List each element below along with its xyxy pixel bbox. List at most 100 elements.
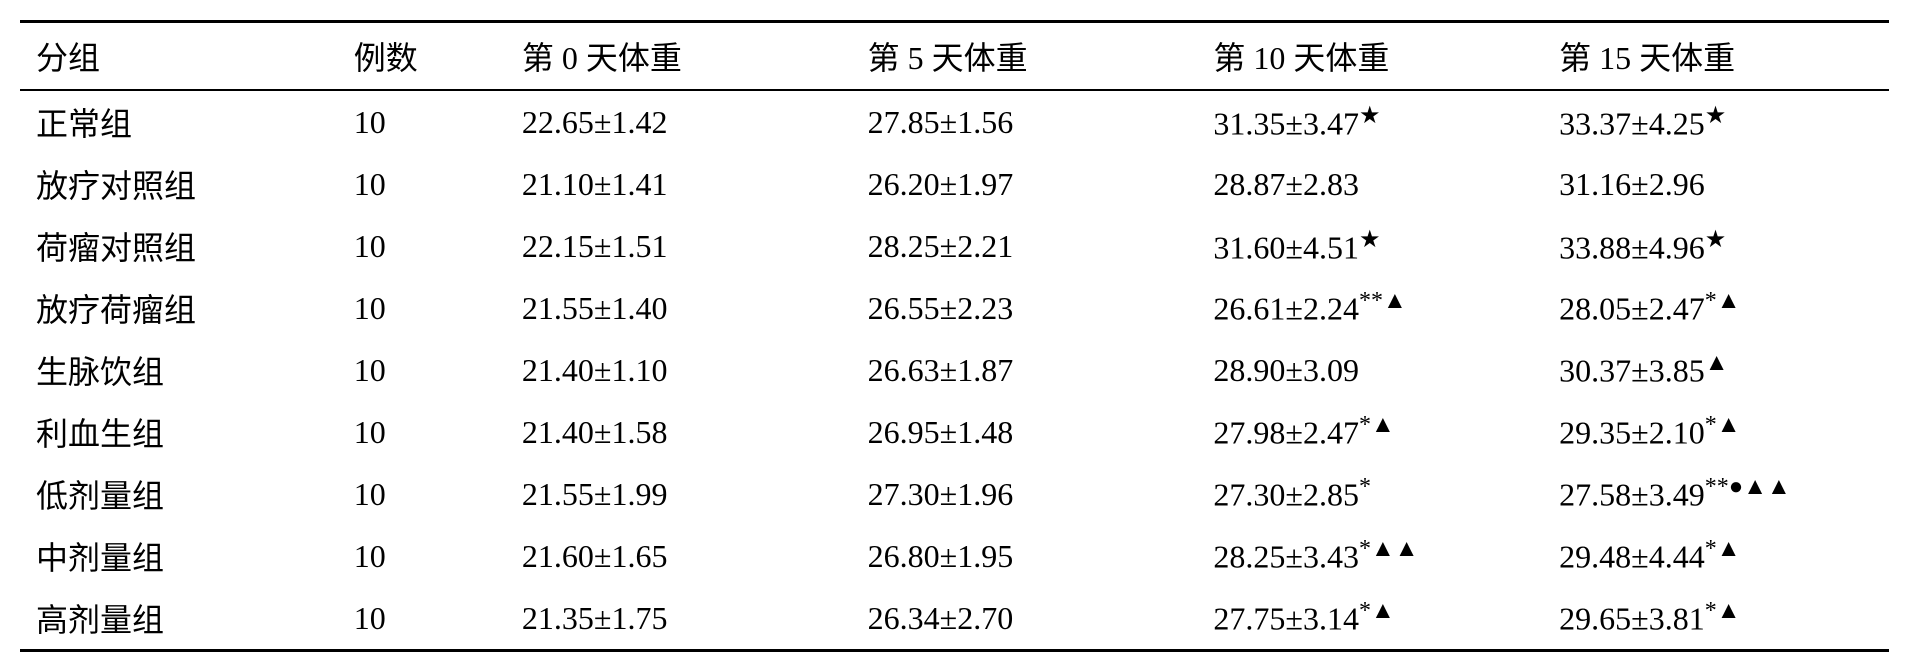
- cell-day0: 21.40±1.10: [506, 339, 852, 401]
- cell-day15: 30.37±3.85▲: [1543, 339, 1889, 401]
- cell-value: 21.55±1.40: [522, 290, 668, 326]
- table-row: 放疗对照组1021.10±1.41 26.20±1.97 28.87±2.83 31.…: [20, 153, 1889, 215]
- cell-day5: 26.55±2.23: [852, 277, 1198, 339]
- cell-day0: 22.15±1.51: [506, 215, 852, 277]
- cell-value: 30.37±3.85: [1559, 353, 1705, 389]
- cell-value: 21.60±1.65: [522, 538, 668, 574]
- header-count: 例数: [338, 22, 506, 91]
- cell-count: 10: [338, 277, 506, 339]
- cell-day5: 26.95±1.48: [852, 401, 1198, 463]
- significance-marker: ★: [1705, 103, 1727, 129]
- cell-group: 利血生组: [20, 401, 338, 463]
- significance-marker: *▲▲: [1359, 536, 1419, 562]
- cell-day0: 21.40±1.58: [506, 401, 852, 463]
- cell-value: 27.30±2.85: [1213, 477, 1359, 513]
- cell-count: 10: [338, 401, 506, 463]
- table-row: 生脉饮组1021.40±1.10 26.63±1.87 28.90±3.09 30.3…: [20, 339, 1889, 401]
- cell-count: 10: [338, 153, 506, 215]
- cell-day10: 27.98±2.47*▲: [1197, 401, 1543, 463]
- cell-value: 29.35±2.10: [1559, 415, 1705, 451]
- cell-day15: 31.16±2.96: [1543, 153, 1889, 215]
- weight-data-table: 分组 例数 第 0 天体重 第 5 天体重 第 10 天体重 第 15 天体重 …: [20, 20, 1889, 652]
- cell-day5: 26.34±2.70: [852, 587, 1198, 651]
- cell-day5: 28.25±2.21: [852, 215, 1198, 277]
- cell-day15: 33.37±4.25★: [1543, 90, 1889, 153]
- cell-value: 28.87±2.83: [1213, 166, 1359, 202]
- cell-count: 10: [338, 525, 506, 587]
- significance-marker: ▲: [1705, 350, 1729, 376]
- header-group: 分组: [20, 22, 338, 91]
- cell-count: 10: [338, 339, 506, 401]
- significance-marker: ★: [1705, 227, 1727, 253]
- table-body: 正常组1022.65±1.4227.85±1.5631.35±3.47★33.3…: [20, 90, 1889, 651]
- cell-value: 26.34±2.70: [868, 600, 1014, 636]
- cell-value: 26.95±1.48: [868, 414, 1014, 450]
- header-day5: 第 5 天体重: [852, 22, 1198, 91]
- cell-group: 荷瘤对照组: [20, 215, 338, 277]
- cell-day15: 28.05±2.47*▲: [1543, 277, 1889, 339]
- cell-day10: 28.25±3.43*▲▲: [1197, 525, 1543, 587]
- significance-marker: *▲: [1359, 598, 1395, 624]
- cell-day10: 31.60±4.51★: [1197, 215, 1543, 277]
- cell-day10: 28.90±3.09: [1197, 339, 1543, 401]
- cell-day10: 27.30±2.85*: [1197, 463, 1543, 525]
- cell-value: 27.98±2.47: [1213, 415, 1359, 451]
- significance-marker: *: [1359, 474, 1371, 500]
- cell-day15: 27.58±3.49**●▲▲: [1543, 463, 1889, 525]
- cell-day5: 27.30±1.96: [852, 463, 1198, 525]
- cell-day0: 21.60±1.65: [506, 525, 852, 587]
- cell-value: 26.61±2.24: [1213, 291, 1359, 327]
- cell-day0: 21.55±1.40: [506, 277, 852, 339]
- header-row: 分组 例数 第 0 天体重 第 5 天体重 第 10 天体重 第 15 天体重: [20, 22, 1889, 91]
- cell-group: 放疗对照组: [20, 153, 338, 215]
- cell-group: 高剂量组: [20, 587, 338, 651]
- cell-day15: 33.88±4.96★: [1543, 215, 1889, 277]
- cell-value: 28.25±3.43: [1213, 539, 1359, 575]
- cell-value: 31.60±4.51: [1213, 230, 1359, 266]
- table-row: 高剂量组1021.35±1.7526.34±2.7027.75±3.14*▲29…: [20, 587, 1889, 651]
- cell-value: 28.90±3.09: [1213, 352, 1359, 388]
- cell-value: 27.85±1.56: [868, 104, 1014, 140]
- cell-day15: 29.35±2.10*▲: [1543, 401, 1889, 463]
- header-day15: 第 15 天体重: [1543, 22, 1889, 91]
- cell-group: 正常组: [20, 90, 338, 153]
- cell-value: 26.63±1.87: [868, 352, 1014, 388]
- cell-value: 27.30±1.96: [868, 476, 1014, 512]
- cell-value: 27.75±3.14: [1213, 601, 1359, 637]
- cell-count: 10: [338, 587, 506, 651]
- cell-day5: 26.63±1.87: [852, 339, 1198, 401]
- cell-value: 21.35±1.75: [522, 600, 668, 636]
- cell-value: 29.65±3.81: [1559, 601, 1705, 637]
- cell-day10: 28.87±2.83: [1197, 153, 1543, 215]
- table-header: 分组 例数 第 0 天体重 第 5 天体重 第 10 天体重 第 15 天体重: [20, 22, 1889, 91]
- cell-value: 31.16±2.96: [1559, 166, 1705, 202]
- cell-value: 26.55±2.23: [868, 290, 1014, 326]
- cell-day5: 27.85±1.56: [852, 90, 1198, 153]
- cell-value: 27.58±3.49: [1559, 477, 1705, 513]
- significance-marker: *▲: [1705, 412, 1741, 438]
- significance-marker: *▲: [1705, 288, 1741, 314]
- cell-value: 21.55±1.99: [522, 476, 668, 512]
- table-row: 荷瘤对照组1022.15±1.5128.25±2.2131.60±4.51★33…: [20, 215, 1889, 277]
- cell-value: 29.48±4.44: [1559, 539, 1705, 575]
- cell-value: 22.65±1.42: [522, 104, 668, 140]
- cell-day0: 21.55±1.99: [506, 463, 852, 525]
- cell-value: 28.25±2.21: [868, 228, 1014, 264]
- cell-value: 26.80±1.95: [868, 538, 1014, 574]
- significance-marker: *▲: [1705, 536, 1741, 562]
- significance-marker: ★: [1359, 103, 1381, 129]
- cell-value: 26.20±1.97: [868, 166, 1014, 202]
- cell-count: 10: [338, 215, 506, 277]
- cell-day0: 21.10±1.41: [506, 153, 852, 215]
- cell-day10: 27.75±3.14*▲: [1197, 587, 1543, 651]
- cell-count: 10: [338, 463, 506, 525]
- significance-marker: *▲: [1705, 598, 1741, 624]
- table-row: 正常组1022.65±1.4227.85±1.5631.35±3.47★33.3…: [20, 90, 1889, 153]
- cell-group: 生脉饮组: [20, 339, 338, 401]
- table-row: 放疗荷瘤组1021.55±1.4026.55±2.2326.61±2.24**▲…: [20, 277, 1889, 339]
- cell-group: 中剂量组: [20, 525, 338, 587]
- cell-day10: 31.35±3.47★: [1197, 90, 1543, 153]
- cell-value: 28.05±2.47: [1559, 291, 1705, 327]
- cell-group: 低剂量组: [20, 463, 338, 525]
- cell-group: 放疗荷瘤组: [20, 277, 338, 339]
